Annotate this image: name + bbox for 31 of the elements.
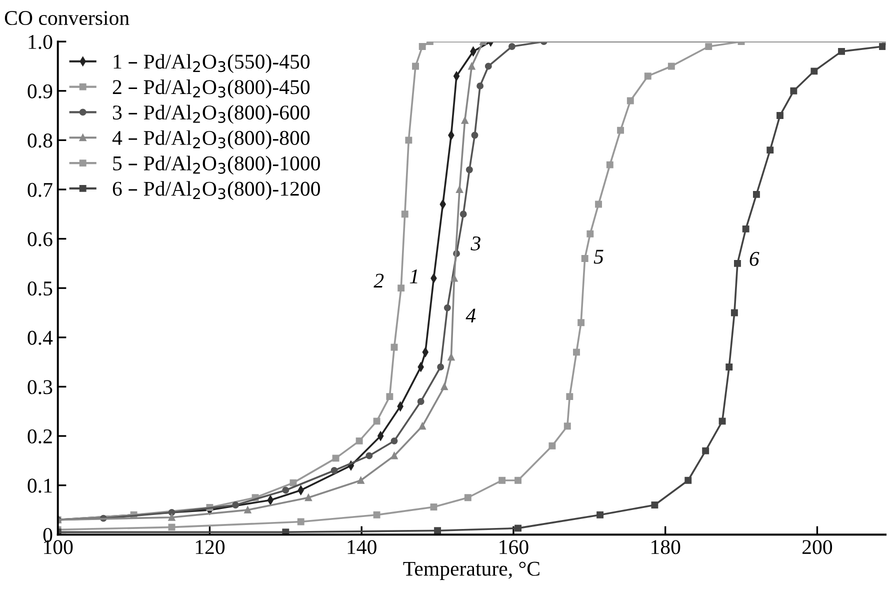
legend-label: 4 – Pd/Al$_{2}$O$_{3}$(800)-800: [112, 130, 310, 150]
y-tick-label: 0.9: [28, 84, 52, 98]
y-tick-label: 0.4: [28, 330, 53, 345]
y-tick-label: 0.2: [28, 429, 52, 444]
y-tick-label: 0.6: [28, 232, 52, 246]
x-tick-label: 140: [348, 540, 376, 554]
legend-label: 5 – Pd/Al$_{2}$O$_{3}$(800)-1000: [113, 156, 320, 175]
x-tick-label: 160: [500, 540, 528, 554]
x-tick-label: 180: [652, 540, 680, 554]
y-tick-label: 0.1: [28, 478, 52, 493]
y-tick-label: 0.3: [28, 380, 52, 394]
x-tick-label: 100: [44, 540, 73, 554]
legend-label: 3 – Pd/Al$_{2}$O$_{3}$(800)-600: [113, 104, 310, 124]
annotation: 2: [374, 274, 384, 288]
x-axis-title: Temperature, °C: [403, 562, 540, 580]
y-tick-label: 1.0: [28, 34, 52, 50]
y-tick-label: 0.8: [28, 134, 52, 148]
annotation: 6: [750, 252, 760, 266]
legend-label: 1 – Pd/Al$_{2}$O$_{3}$(550)-450: [114, 54, 310, 73]
annotation: 1: [410, 269, 418, 284]
annotation: 5: [594, 250, 604, 264]
y-axis-title: CO conversion: [4, 11, 130, 26]
legend-label: 6 – Pd/Al$_{2}$O$_{3}$(800)-1200: [112, 181, 320, 200]
x-tick-label: 120: [196, 540, 225, 554]
x-tick-label: 200: [802, 540, 832, 554]
y-tick-label: 0: [43, 528, 52, 542]
y-tick-label: 0.7: [28, 182, 52, 198]
y-tick-label: 0.5: [28, 281, 52, 296]
annotation: 3: [470, 236, 480, 250]
annotation: 4: [466, 308, 476, 322]
legend-label: 2 – Pd/Al$_{2}$O$_{3}$(800)-450: [112, 79, 310, 98]
